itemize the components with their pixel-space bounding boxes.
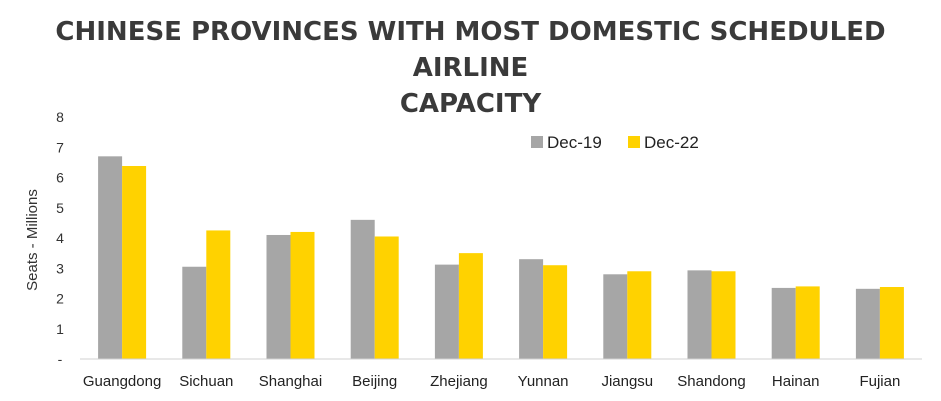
x-tick-label: Hainan (772, 373, 820, 390)
bar-dec-19-zhejiang (434, 264, 459, 359)
bar-dec-19-fujian (855, 288, 880, 359)
y-tick-label: 5 (56, 200, 64, 216)
legend-swatch (531, 136, 543, 148)
chart-title: CHINESE PROVINCES WITH MOST DOMESTIC SCH… (0, 14, 941, 122)
bar-dec-19-jiangsu (603, 274, 628, 359)
x-tick-label: Guangdong (83, 373, 161, 390)
x-axis-labels: Guangdong Sichuan Shanghai Beijing Zhejiang Y… (83, 373, 900, 390)
y-tick-label: - (58, 351, 63, 367)
y-axis-title: Seats - Millions (24, 189, 41, 291)
y-tick-label: 8 (56, 109, 64, 125)
bar-dec-19-shanghai (266, 234, 291, 359)
bar-dec-19-hainan (771, 287, 796, 359)
y-tick-label: 4 (56, 230, 64, 246)
bar-dec-22-yunnan (543, 265, 568, 359)
y-tick-label: 6 (56, 170, 64, 186)
x-tick-label: Zhejiang (430, 373, 488, 390)
bar-dec-22-guangdong (122, 166, 147, 359)
bar-dec-22-zhejiang (458, 253, 483, 359)
chart-title-line-1: CHINESE PROVINCES WITH MOST DOMESTIC SCH… (55, 17, 886, 83)
x-tick-label: Shandong (677, 373, 745, 390)
bar-dec-22-fujian (879, 287, 904, 359)
bars (98, 156, 904, 359)
bar-dec-19-beijing (350, 219, 375, 359)
bar-dec-19-shandong (687, 270, 712, 359)
y-axis-ticks: - 1 2 3 4 5 6 7 8 (56, 109, 64, 367)
bar-dec-19-guangdong (98, 156, 123, 359)
legend-label: Dec-22 (644, 133, 699, 152)
legend-swatch (628, 136, 640, 148)
bar-dec-22-hainan (795, 286, 820, 359)
bar-dec-22-sichuan (206, 230, 231, 359)
bar-dec-22-jiangsu (627, 271, 652, 359)
x-tick-label: Beijing (352, 373, 397, 390)
legend-label: Dec-19 (547, 133, 602, 152)
x-tick-label: Sichuan (179, 373, 233, 390)
x-tick-label: Fujian (859, 373, 900, 390)
bar-dec-22-beijing (374, 236, 399, 359)
y-tick-label: 7 (56, 139, 64, 155)
chart-title-line-2: CAPACITY (399, 89, 542, 119)
legend: Dec-19 Dec-22 (531, 133, 699, 152)
x-tick-label: Shanghai (259, 373, 322, 390)
x-tick-label: Jiangsu (601, 373, 653, 390)
y-tick-label: 2 (56, 291, 64, 307)
bar-dec-22-shandong (711, 271, 736, 359)
bar-dec-22-shanghai (290, 231, 315, 359)
y-tick-label: 3 (56, 260, 64, 276)
y-tick-label: 1 (56, 321, 64, 337)
x-tick-label: Yunnan (518, 373, 569, 390)
bar-dec-19-yunnan (519, 259, 544, 359)
bar-dec-19-sichuan (182, 266, 207, 359)
